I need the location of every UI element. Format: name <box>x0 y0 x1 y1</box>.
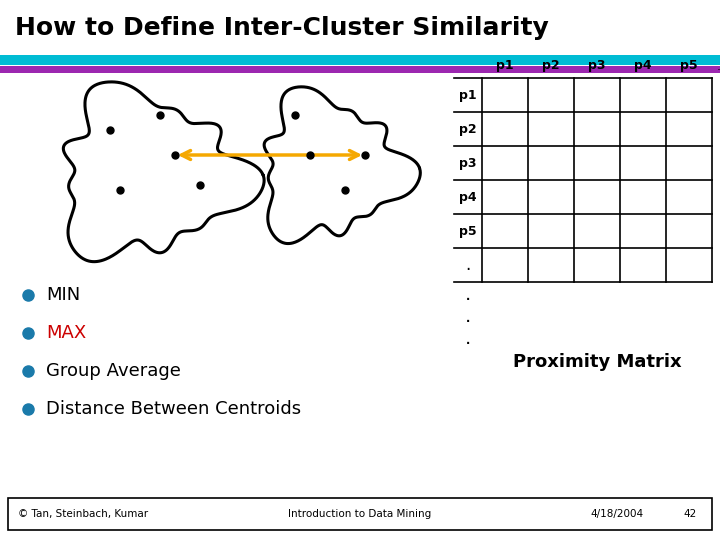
Text: p1: p1 <box>459 89 477 102</box>
Text: p3: p3 <box>459 157 477 170</box>
Text: p3: p3 <box>588 59 606 72</box>
Text: p1: p1 <box>496 59 514 72</box>
Text: .: . <box>465 285 472 303</box>
Text: Group Average: Group Average <box>46 362 181 380</box>
Text: p5: p5 <box>459 225 477 238</box>
Text: Introduction to Data Mining: Introduction to Data Mining <box>289 509 431 519</box>
Text: MIN: MIN <box>46 286 80 304</box>
Text: .: . <box>466 256 471 274</box>
Text: © Tan, Steinbach, Kumar: © Tan, Steinbach, Kumar <box>18 509 148 519</box>
Text: How to Define Inter-Cluster Similarity: How to Define Inter-Cluster Similarity <box>15 16 549 40</box>
Text: .: . <box>465 328 472 348</box>
Text: Distance Between Centroids: Distance Between Centroids <box>46 400 301 418</box>
Text: 4/18/2004: 4/18/2004 <box>590 509 643 519</box>
Text: MAX: MAX <box>46 324 86 342</box>
Text: p5: p5 <box>680 59 698 72</box>
Bar <box>0 66 720 73</box>
Text: Proximity Matrix: Proximity Matrix <box>513 353 681 371</box>
Text: .: . <box>465 307 472 326</box>
Text: 42: 42 <box>683 509 697 519</box>
Text: p4: p4 <box>634 59 652 72</box>
Text: p2: p2 <box>542 59 560 72</box>
Bar <box>8 498 712 530</box>
Bar <box>0 55 720 65</box>
Text: . . .: . . . <box>717 59 720 72</box>
Text: p4: p4 <box>459 191 477 204</box>
Text: p2: p2 <box>459 123 477 136</box>
